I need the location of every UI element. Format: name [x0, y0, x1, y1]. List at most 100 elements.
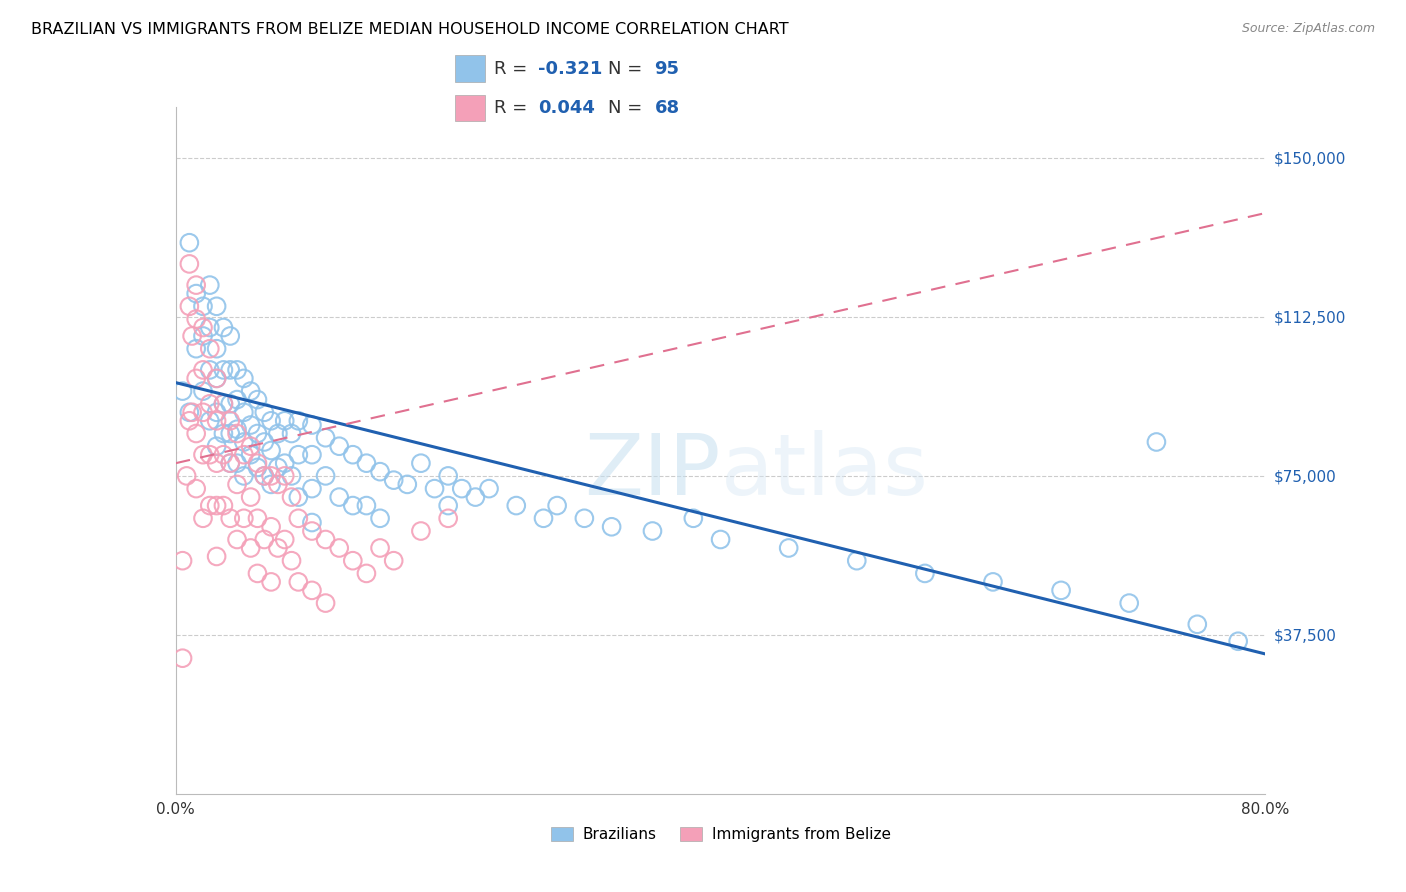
Point	[253, 405, 276, 419]
Point	[232, 371, 254, 385]
Point	[368, 541, 391, 555]
Point	[505, 499, 527, 513]
Point	[191, 511, 214, 525]
Point	[198, 414, 221, 428]
Point	[423, 482, 446, 496]
Point	[260, 469, 283, 483]
Point	[328, 490, 350, 504]
Point	[1144, 434, 1167, 449]
Point	[267, 541, 290, 555]
Point	[226, 426, 249, 441]
Point	[342, 448, 364, 462]
Point	[226, 456, 249, 470]
Point	[437, 511, 460, 525]
Point	[450, 482, 472, 496]
Point	[181, 329, 204, 343]
Point	[246, 456, 269, 470]
Point	[219, 456, 242, 470]
Point	[246, 566, 269, 581]
Point	[239, 490, 262, 504]
Point	[212, 397, 235, 411]
Point	[226, 477, 249, 491]
Text: Source: ZipAtlas.com: Source: ZipAtlas.com	[1241, 22, 1375, 36]
Point	[315, 431, 337, 445]
Point	[342, 554, 364, 568]
Point	[186, 371, 208, 385]
Point	[212, 320, 235, 334]
Text: 68: 68	[655, 99, 679, 117]
Point	[533, 511, 555, 525]
Point	[301, 482, 323, 496]
Point	[845, 554, 868, 568]
Point	[301, 448, 323, 462]
Point	[232, 469, 254, 483]
Text: atlas: atlas	[721, 430, 928, 513]
Point	[186, 342, 208, 356]
Text: N =: N =	[607, 60, 648, 78]
Point	[219, 414, 242, 428]
Point	[179, 405, 201, 419]
Point	[191, 384, 214, 398]
Point	[219, 426, 242, 441]
Point	[172, 384, 194, 398]
Point	[301, 516, 323, 530]
Point	[246, 460, 269, 475]
Point	[301, 583, 323, 598]
Point	[226, 392, 249, 407]
Point	[253, 469, 276, 483]
Text: 95: 95	[655, 60, 679, 78]
Point	[280, 490, 302, 504]
Point	[219, 363, 242, 377]
Point	[232, 448, 254, 462]
Point	[179, 299, 201, 313]
Text: -0.321: -0.321	[538, 60, 603, 78]
Point	[315, 596, 337, 610]
Point	[260, 443, 283, 458]
Bar	[456, 95, 485, 121]
Point	[981, 574, 1004, 589]
Point	[186, 286, 208, 301]
Point	[1118, 596, 1140, 610]
Point	[239, 448, 262, 462]
Point	[205, 439, 228, 453]
Point	[437, 469, 460, 483]
Point	[198, 363, 221, 377]
Point	[409, 524, 432, 538]
Point	[176, 469, 198, 483]
Bar	[456, 55, 485, 82]
Point	[382, 554, 405, 568]
Point	[219, 511, 242, 525]
Point	[437, 499, 460, 513]
Point	[205, 299, 228, 313]
Point	[478, 482, 501, 496]
Point	[186, 426, 208, 441]
Point	[198, 448, 221, 462]
Point	[267, 426, 290, 441]
Point	[356, 566, 378, 581]
Point	[280, 426, 302, 441]
Point	[198, 499, 221, 513]
Point	[205, 549, 228, 564]
Point	[287, 574, 309, 589]
Point	[205, 456, 228, 470]
Point	[1050, 583, 1073, 598]
Point	[260, 477, 283, 491]
Point	[274, 533, 297, 547]
Point	[280, 469, 302, 483]
Point	[368, 511, 391, 525]
Point	[212, 397, 235, 411]
Point	[205, 371, 228, 385]
Point	[267, 477, 290, 491]
Point	[682, 511, 704, 525]
Point	[232, 511, 254, 525]
Point	[1187, 617, 1209, 632]
Point	[315, 533, 337, 547]
Point	[368, 465, 391, 479]
Point	[219, 456, 242, 470]
Point	[205, 371, 228, 385]
Text: BRAZILIAN VS IMMIGRANTS FROM BELIZE MEDIAN HOUSEHOLD INCOME CORRELATION CHART: BRAZILIAN VS IMMIGRANTS FROM BELIZE MEDI…	[31, 22, 789, 37]
Point	[205, 405, 228, 419]
Point	[198, 278, 221, 293]
Point	[253, 533, 276, 547]
Point	[253, 434, 276, 449]
